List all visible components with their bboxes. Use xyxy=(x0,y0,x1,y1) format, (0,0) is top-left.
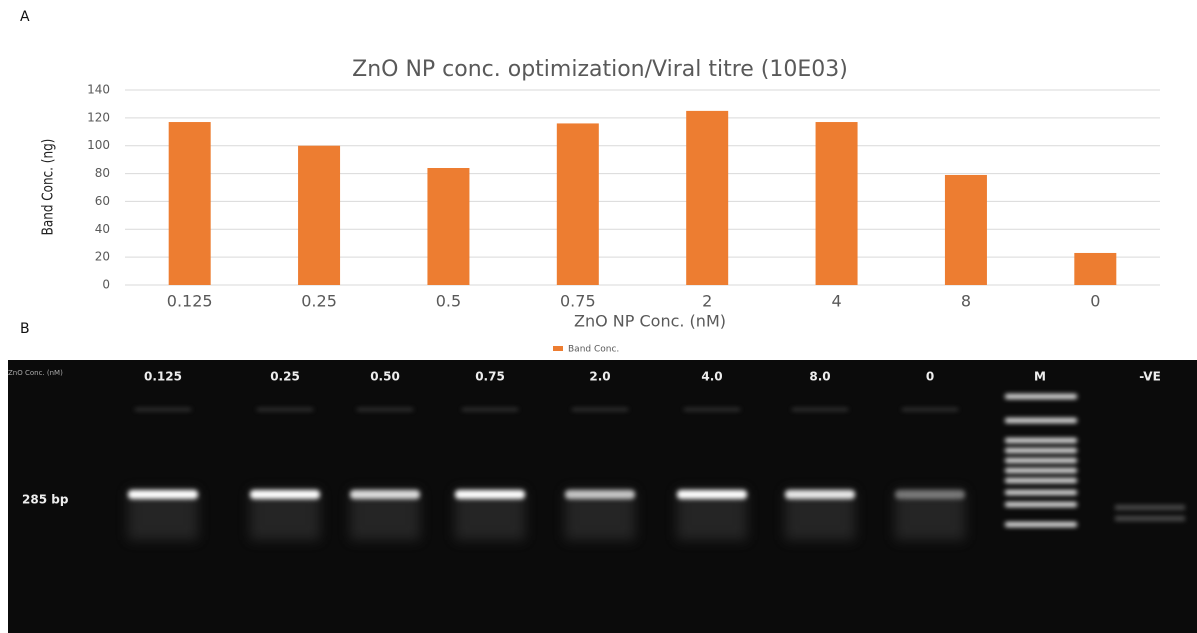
y-tick-label: 60 xyxy=(95,194,110,208)
gel-band xyxy=(250,490,320,499)
gel-band-faint xyxy=(257,408,313,411)
lane-label: 0.25 xyxy=(270,370,300,384)
ladder-band xyxy=(1005,468,1077,473)
y-tick-label: 140 xyxy=(87,83,110,97)
bar xyxy=(686,111,728,285)
ladder-band xyxy=(1005,438,1077,443)
lane-label: 0.75 xyxy=(475,370,505,384)
lane-label: M xyxy=(1034,370,1046,384)
bar xyxy=(557,123,599,285)
legend-label: Band Conc. xyxy=(568,345,619,355)
lane-label: 8.0 xyxy=(809,370,830,384)
gel-band-faint xyxy=(902,408,958,411)
y-axis-title: Band Conc. (ng) xyxy=(39,139,57,236)
gel-band-faint xyxy=(792,408,848,411)
x-tick-label: 0.5 xyxy=(436,292,461,311)
figure: A B ZnO NP conc. optimization/Viral titr… xyxy=(0,0,1197,633)
x-axis-title: ZnO NP Conc. (nM) xyxy=(574,312,726,331)
neg-band xyxy=(1115,516,1185,521)
ladder-band xyxy=(1005,490,1077,495)
gel-band xyxy=(565,490,635,499)
y-tick-label: 80 xyxy=(95,166,110,180)
ladder-band xyxy=(1005,458,1077,463)
y-tick-label: 20 xyxy=(95,250,110,264)
x-tick-label: 0 xyxy=(1090,292,1100,311)
bar xyxy=(427,168,469,285)
lane-label: 4.0 xyxy=(701,370,722,384)
gel-band-label: 285 bp xyxy=(22,493,69,507)
lane-label: 0.125 xyxy=(144,370,182,384)
neg-band xyxy=(1115,505,1185,510)
x-tick-label: 0.75 xyxy=(560,292,596,311)
x-tick-label: 4 xyxy=(831,292,841,311)
ladder-band xyxy=(1005,502,1077,507)
x-tick-label: 0.125 xyxy=(167,292,213,311)
y-tick-label: 0 xyxy=(102,278,110,292)
lane-label: 2.0 xyxy=(589,370,610,384)
ladder-band xyxy=(1005,478,1077,483)
legend-swatch xyxy=(553,346,563,351)
bar xyxy=(1074,253,1116,285)
gel-band xyxy=(677,490,747,499)
gel-band xyxy=(785,490,855,499)
bar xyxy=(816,122,858,285)
bar xyxy=(169,122,211,285)
bar xyxy=(298,146,340,285)
lane-label: 0 xyxy=(926,370,934,384)
y-tick-label: 120 xyxy=(87,110,110,124)
lane-label: -VE xyxy=(1139,370,1161,384)
x-tick-label: 0.25 xyxy=(301,292,337,311)
ladder-band xyxy=(1005,418,1077,423)
chart-title: ZnO NP conc. optimization/Viral titre (1… xyxy=(352,57,848,82)
gel-band-faint xyxy=(135,408,191,411)
gel-band xyxy=(895,490,965,499)
ladder-band xyxy=(1005,448,1077,453)
gel-band xyxy=(350,490,420,499)
lane-label: 0.50 xyxy=(370,370,400,384)
panel-label: B xyxy=(20,321,30,337)
gel-band xyxy=(128,490,198,499)
gel-band xyxy=(455,490,525,499)
ladder-band xyxy=(1005,394,1077,399)
y-tick-label: 40 xyxy=(95,222,110,236)
panel-label: A xyxy=(20,9,30,25)
gel-band-faint xyxy=(572,408,628,411)
ladder-band xyxy=(1005,522,1077,527)
y-tick-label: 100 xyxy=(87,138,110,152)
x-tick-label: 8 xyxy=(961,292,971,311)
bar xyxy=(945,175,987,285)
x-tick-label: 2 xyxy=(702,292,712,311)
gel-band-faint xyxy=(462,408,518,411)
gel-band-faint xyxy=(684,408,740,411)
gel-row-label: ZnO Conc. (nM) xyxy=(8,369,63,377)
gel-band-faint xyxy=(357,408,413,411)
